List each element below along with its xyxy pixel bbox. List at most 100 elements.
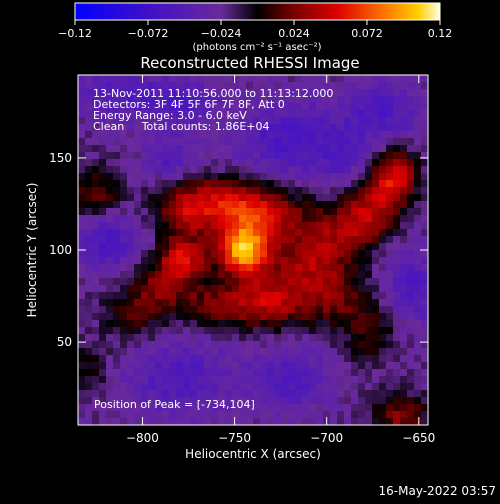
image-pixel — [211, 292, 219, 300]
image-pixel — [386, 397, 394, 405]
image-pixel — [330, 138, 338, 146]
image-pixel — [162, 152, 170, 160]
image-pixel — [344, 348, 352, 356]
image-pixel — [386, 117, 394, 125]
image-pixel — [379, 264, 387, 272]
image-pixel — [225, 222, 233, 230]
image-pixel — [176, 334, 184, 342]
image-pixel — [155, 89, 163, 97]
image-pixel — [134, 369, 142, 377]
image-pixel — [141, 285, 149, 293]
image-pixel — [274, 110, 282, 118]
image-pixel — [400, 250, 408, 258]
image-pixel — [211, 103, 219, 111]
image-pixel — [162, 131, 170, 139]
image-pixel — [141, 236, 149, 244]
image-pixel — [99, 201, 107, 209]
image-pixel — [232, 229, 240, 237]
image-pixel — [162, 82, 170, 90]
image-pixel — [337, 257, 345, 265]
image-pixel — [169, 278, 177, 286]
image-pixel — [232, 404, 240, 412]
image-pixel — [183, 110, 191, 118]
image-pixel — [267, 264, 275, 272]
image-pixel — [316, 271, 324, 279]
image-pixel — [323, 201, 331, 209]
image-pixel — [267, 320, 275, 328]
image-pixel — [85, 124, 93, 132]
image-pixel — [232, 411, 240, 419]
image-pixel — [232, 243, 240, 251]
image-pixel — [372, 376, 380, 384]
image-pixel — [323, 89, 331, 97]
image-pixel — [197, 383, 205, 391]
image-pixel — [211, 397, 219, 405]
image-pixel — [365, 362, 373, 370]
image-pixel — [78, 159, 86, 167]
annotation-energy: Energy Range: 3.0 - 6.0 keV — [93, 109, 247, 122]
image-pixel — [365, 334, 373, 342]
image-pixel — [351, 278, 359, 286]
image-pixel — [218, 278, 226, 286]
image-pixel — [407, 411, 415, 419]
image-pixel — [211, 376, 219, 384]
image-pixel — [85, 208, 93, 216]
image-pixel — [260, 201, 268, 209]
image-pixel — [99, 96, 107, 104]
image-pixel — [141, 355, 149, 363]
image-pixel — [190, 299, 198, 307]
image-pixel — [281, 320, 289, 328]
image-pixel — [337, 299, 345, 307]
image-pixel — [365, 404, 373, 412]
image-pixel — [288, 201, 296, 209]
image-pixel — [99, 404, 107, 412]
image-pixel — [414, 96, 422, 104]
image-pixel — [239, 369, 247, 377]
image-pixel — [386, 180, 394, 188]
image-pixel — [197, 341, 205, 349]
image-pixel — [344, 229, 352, 237]
image-pixel — [400, 271, 408, 279]
image-pixel — [316, 299, 324, 307]
image-pixel — [302, 236, 310, 244]
image-pixel — [225, 250, 233, 258]
image-pixel — [309, 334, 317, 342]
image-pixel — [246, 166, 254, 174]
image-pixel — [113, 229, 121, 237]
image-pixel — [169, 327, 177, 335]
image-pixel — [120, 341, 128, 349]
image-pixel — [421, 110, 429, 118]
image-pixel — [106, 215, 114, 223]
image-pixel — [204, 75, 212, 83]
image-pixel — [372, 117, 380, 125]
image-pixel — [274, 299, 282, 307]
image-pixel — [365, 201, 373, 209]
image-pixel — [246, 257, 254, 265]
image-pixel — [106, 299, 114, 307]
image-pixel — [211, 404, 219, 412]
image-pixel — [225, 145, 233, 153]
image-pixel — [295, 131, 303, 139]
image-pixel — [393, 201, 401, 209]
image-pixel — [190, 418, 198, 426]
image-pixel — [323, 306, 331, 314]
image-pixel — [421, 376, 429, 384]
image-pixel — [386, 404, 394, 412]
image-pixel — [134, 257, 142, 265]
image-pixel — [344, 194, 352, 202]
image-pixel — [372, 229, 380, 237]
image-pixel — [253, 320, 261, 328]
image-pixel — [260, 194, 268, 202]
image-pixel — [295, 411, 303, 419]
image-pixel — [155, 110, 163, 118]
image-pixel — [162, 257, 170, 265]
image-pixel — [337, 243, 345, 251]
image-pixel — [148, 411, 156, 419]
image-pixel — [288, 180, 296, 188]
image-pixel — [92, 334, 100, 342]
image-pixel — [99, 222, 107, 230]
image-pixel — [316, 222, 324, 230]
image-pixel — [365, 173, 373, 181]
image-pixel — [85, 82, 93, 90]
image-pixel — [295, 278, 303, 286]
